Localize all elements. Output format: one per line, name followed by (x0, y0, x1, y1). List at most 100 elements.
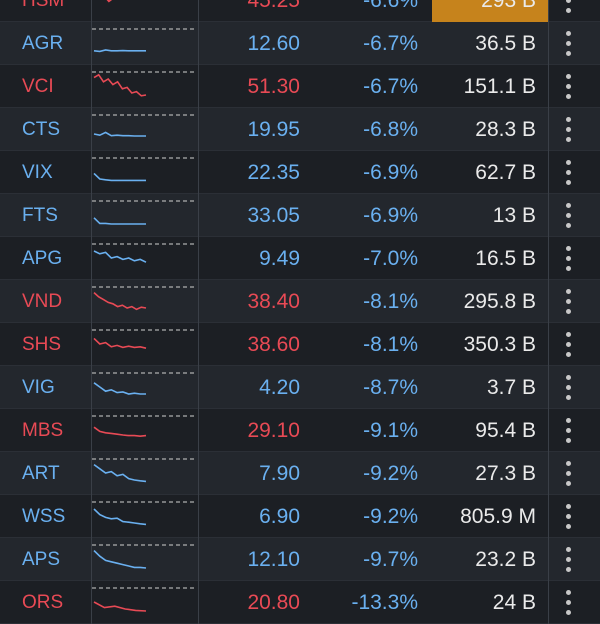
stock-row-fts[interactable]: FTS 33.05 -6.9% 13 B (0, 194, 600, 237)
more-options-icon[interactable] (556, 417, 580, 444)
column-divider (548, 151, 549, 194)
sparkline (92, 157, 196, 182)
more-options-icon[interactable] (556, 331, 580, 358)
sparkline-series (93, 217, 146, 225)
stock-price: 12.10 (247, 548, 300, 571)
column-divider (548, 108, 549, 151)
dot (566, 8, 571, 13)
dot (566, 471, 571, 476)
sparkline-series (93, 426, 147, 438)
stock-change-percent: -9.7% (363, 548, 418, 571)
dot (566, 213, 571, 218)
dot (566, 31, 571, 36)
stock-market-cap: 27.3 B (475, 462, 536, 485)
column-divider (91, 194, 92, 237)
stock-symbol: SHS (22, 334, 62, 355)
dot (566, 342, 571, 347)
column-divider (91, 409, 92, 452)
stock-change-percent: -9.2% (363, 505, 418, 528)
more-options-icon[interactable] (556, 546, 580, 573)
stock-change-percent: -6.6% (363, 0, 418, 12)
stock-change-percent: -6.8% (363, 118, 418, 141)
column-divider (91, 65, 92, 108)
more-options-icon[interactable] (556, 159, 580, 186)
column-divider (548, 538, 549, 581)
column-divider (91, 366, 92, 409)
stock-price: 6.90 (259, 505, 300, 528)
stock-row-cts[interactable]: CTS 19.95 -6.8% 28.3 B (0, 108, 600, 151)
dot (566, 504, 571, 509)
stock-price: 20.80 (247, 591, 300, 614)
column-divider (198, 22, 199, 65)
more-options-icon[interactable] (556, 0, 580, 14)
column-divider (91, 495, 92, 538)
column-divider (91, 280, 92, 323)
more-options-icon[interactable] (556, 503, 580, 530)
sparkline (92, 372, 196, 395)
stock-row-agr[interactable]: AGR 12.60 -6.7% 36.5 B (0, 22, 600, 65)
stock-row-ors[interactable]: ORS 20.80 -13.3% 24 B (0, 581, 600, 624)
dot (566, 0, 571, 3)
sparkline (92, 286, 196, 311)
stock-symbol: MBS (22, 420, 64, 441)
stock-price: 33.05 (247, 204, 300, 227)
stock-row-wss[interactable]: WSS 6.90 -9.2% 805.9 M (0, 495, 600, 538)
column-divider (91, 22, 92, 65)
stock-row-aps[interactable]: APS 12.10 -9.7% 23.2 B (0, 538, 600, 581)
stock-row-art[interactable]: ART 7.90 -9.2% 27.3 B (0, 452, 600, 495)
stock-symbol: WSS (22, 506, 66, 527)
dot (566, 547, 571, 552)
stock-market-cap: 3.7 B (486, 376, 536, 399)
more-options-icon[interactable] (556, 288, 580, 315)
dot (566, 223, 571, 228)
sparkline-series (93, 292, 147, 311)
dot (566, 246, 571, 251)
dot (566, 41, 571, 46)
dot (566, 117, 571, 122)
stock-row-hsm[interactable]: HSM 45.25 -6.6% 293 B (0, 0, 600, 22)
dot (566, 428, 571, 433)
dot (566, 160, 571, 165)
stock-row-vig[interactable]: VIG 4.20 -8.7% 3.7 B (0, 366, 600, 409)
more-options-icon[interactable] (556, 460, 580, 487)
more-options-icon[interactable] (556, 116, 580, 143)
dot (566, 137, 571, 142)
sparkline (106, 0, 113, 3)
stock-change-percent: -6.7% (363, 32, 418, 55)
sparkline-series (106, 0, 113, 3)
dot (566, 395, 571, 400)
stock-row-vix[interactable]: VIX 22.35 -6.9% 62.7 B (0, 151, 600, 194)
more-options-icon[interactable] (556, 589, 580, 616)
stock-price: 19.95 (247, 118, 300, 141)
dot (566, 610, 571, 615)
stock-row-vci[interactable]: VCI 51.30 -6.7% 151.1 B (0, 65, 600, 108)
dot (566, 289, 571, 294)
stock-symbol: HSM (22, 0, 65, 11)
sparkline (92, 28, 196, 53)
stock-row-apg[interactable]: APG 9.49 -7.0% 16.5 B (0, 237, 600, 280)
column-divider (91, 323, 92, 366)
column-divider (198, 581, 199, 624)
column-divider (548, 366, 549, 409)
dot (566, 170, 571, 175)
column-divider (198, 452, 199, 495)
stock-row-shs[interactable]: SHS 38.60 -8.1% 350.3 B (0, 323, 600, 366)
stock-row-vnd[interactable]: VND 38.40 -8.1% 295.8 B (0, 280, 600, 323)
more-options-icon[interactable] (556, 202, 580, 229)
stock-price: 12.60 (247, 32, 300, 55)
dot (566, 51, 571, 56)
sparkline (92, 544, 196, 569)
dot (566, 266, 571, 271)
more-options-icon[interactable] (556, 374, 580, 401)
column-divider (548, 581, 549, 624)
more-options-icon[interactable] (556, 30, 580, 57)
dot (566, 299, 571, 304)
stock-row-mbs[interactable]: MBS 29.10 -9.1% 95.4 B (0, 409, 600, 452)
stock-symbol: FTS (22, 205, 58, 226)
more-options-icon[interactable] (556, 73, 580, 100)
column-divider (548, 280, 549, 323)
stock-symbol: VND (22, 291, 63, 312)
stock-symbol: AGR (22, 33, 64, 54)
more-options-icon[interactable] (556, 245, 580, 272)
